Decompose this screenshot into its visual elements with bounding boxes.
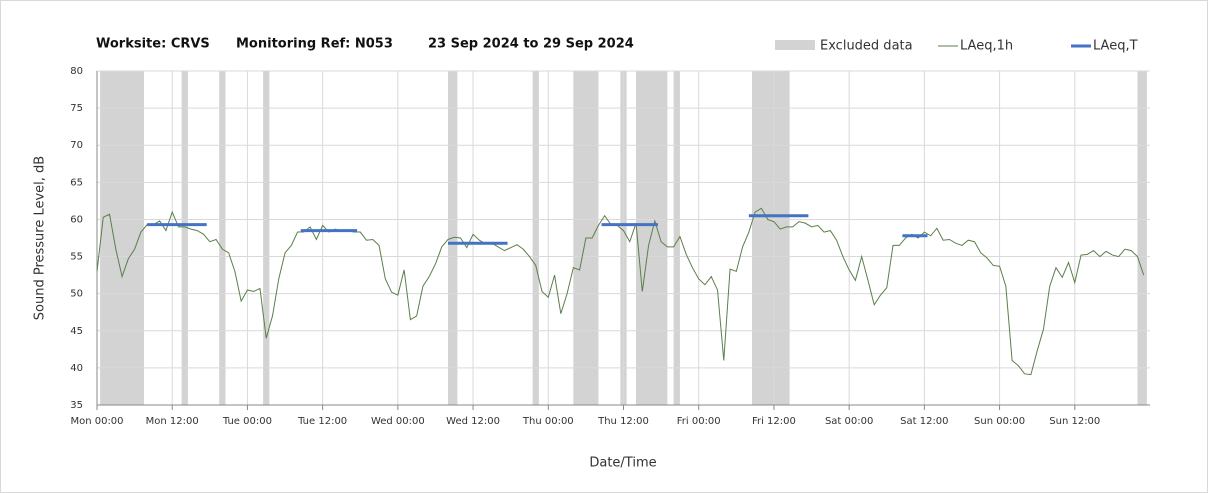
excluded-band (751, 71, 790, 405)
excluded-band (263, 71, 270, 405)
legend-label: Excluded data (820, 39, 913, 54)
y-tick-label: 65 (70, 177, 83, 188)
y-tick-label: 50 (70, 289, 83, 300)
x-tick-label: Sun 12:00 (1049, 416, 1100, 427)
x-tick-label: Thu 00:00 (522, 416, 574, 427)
x-axis-title: Date/Time (589, 456, 656, 471)
excluded-band (636, 71, 668, 405)
title-dates: 23 Sep 2024 to 29 Sep 2024 (428, 37, 634, 52)
excluded-band (219, 71, 226, 405)
x-tick-label: Wed 00:00 (371, 416, 425, 427)
y-tick-label: 80 (70, 66, 83, 77)
excluded-band (532, 71, 539, 405)
y-tick-label: 45 (70, 326, 83, 337)
y-tick-label: 70 (70, 140, 83, 151)
excluded-band (1137, 71, 1147, 405)
legend-label: LAeq,1h (960, 39, 1013, 54)
x-tick-label: Sat 00:00 (825, 416, 873, 427)
y-tick-label: 40 (70, 363, 83, 374)
y-tick-label: 35 (70, 400, 83, 411)
legend-swatch (775, 40, 815, 50)
title-worksite: Worksite: CRVS (96, 37, 210, 52)
x-tick-label: Sat 12:00 (900, 416, 948, 427)
x-tick-label: Mon 12:00 (146, 416, 199, 427)
excluded-band (100, 71, 145, 405)
x-tick-label: Wed 12:00 (446, 416, 500, 427)
title-ref: Monitoring Ref: N053 (236, 37, 393, 52)
x-tick-label: Tue 00:00 (222, 416, 272, 427)
x-tick-label: Fri 00:00 (677, 416, 721, 427)
x-tick-label: Thu 12:00 (597, 416, 649, 427)
x-tick-label: Fri 12:00 (752, 416, 796, 427)
y-tick-label: 60 (70, 214, 83, 225)
y-tick-label: 55 (70, 252, 83, 263)
x-tick-label: Sun 00:00 (974, 416, 1025, 427)
legend-label: LAeq,T (1093, 39, 1138, 54)
excluded-band (673, 71, 680, 405)
laeq-1h-line (96, 207, 1145, 376)
y-tick-label: 75 (70, 103, 83, 114)
excluded-band (181, 71, 188, 405)
x-tick-label: Tue 12:00 (297, 416, 347, 427)
x-tick-label: Mon 00:00 (70, 416, 123, 427)
y-axis-title: Sound Pressure Level, dB (33, 156, 48, 320)
